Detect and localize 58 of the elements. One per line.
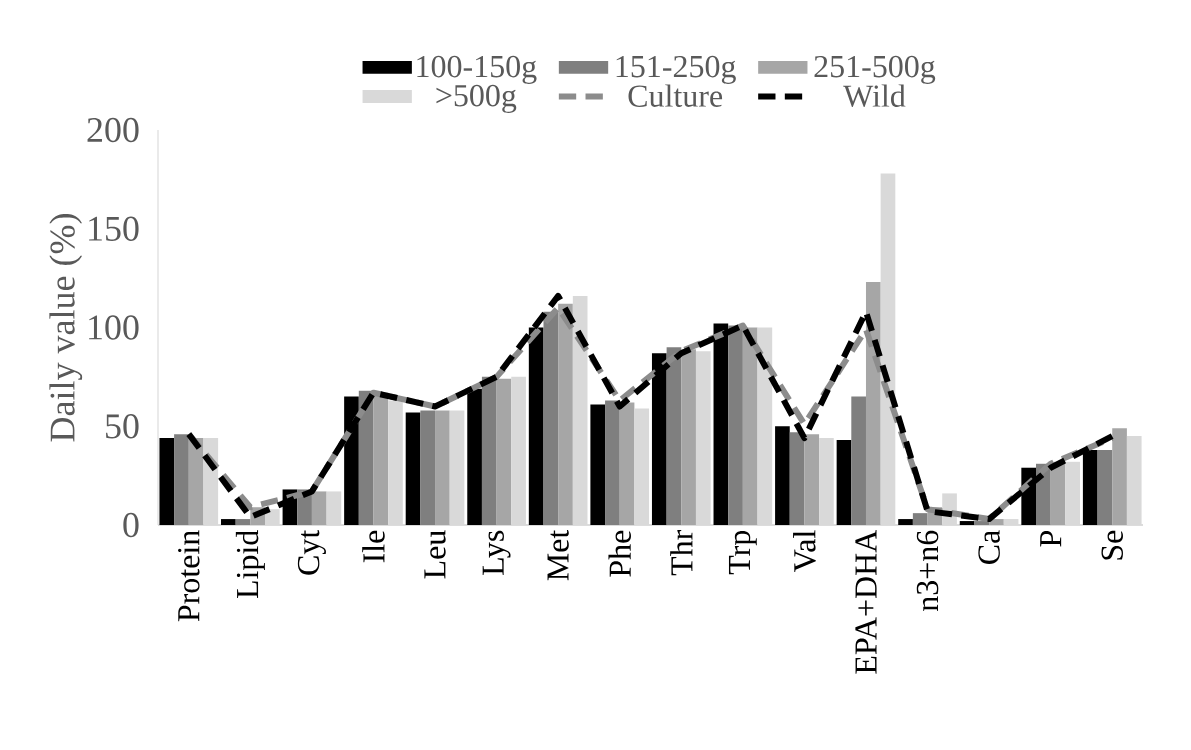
x-tick-label: Met (547, 529, 569, 581)
x-tick-label: EPA+DHA (855, 529, 877, 674)
bar (1112, 428, 1127, 525)
x-tick-label: Se (1101, 530, 1123, 560)
bar (1097, 449, 1113, 525)
x-tick-label: Ile (362, 530, 385, 563)
x-tick-label: P (1040, 530, 1062, 547)
legend-label: >500g (436, 84, 517, 114)
x-tick-label: Lipid (235, 530, 265, 599)
bar (590, 404, 606, 525)
bar (605, 400, 620, 525)
legend-label: 100-150g (417, 55, 537, 84)
bar (174, 434, 189, 525)
y-tick-label: 50 (106, 414, 139, 439)
bar (543, 311, 559, 525)
x-tick-label: Thr (670, 529, 693, 576)
x-tick-label: Protein (178, 530, 200, 622)
bar (481, 376, 497, 525)
x-tick-label: n3+n6 (916, 530, 939, 612)
bar (681, 349, 696, 525)
bar (898, 519, 913, 525)
bar (558, 303, 573, 525)
legend-label: Culture (628, 84, 723, 107)
bar (836, 440, 852, 525)
x-tick-label: Trp (728, 530, 757, 575)
y-tick-label: 0 (123, 512, 139, 538)
y-tick-label: 200 (87, 117, 139, 143)
bar (235, 519, 251, 525)
bar (619, 402, 635, 525)
bar (496, 378, 512, 525)
bar (666, 347, 682, 525)
bar (405, 412, 421, 525)
bar (435, 410, 450, 525)
x-tick-label: Lys (482, 530, 511, 576)
legend-label: 151-250g (616, 55, 736, 84)
bar (912, 513, 928, 525)
x-tick-label: Phe (608, 530, 631, 577)
bar (851, 396, 866, 525)
y-axis-title: Daily value (%) (49, 214, 83, 442)
bar (420, 410, 436, 525)
bar (742, 327, 758, 525)
bar (974, 521, 990, 525)
x-tick-label: Val (793, 530, 816, 573)
x-tick-label: Ca (978, 530, 1000, 564)
bar (789, 432, 805, 525)
legend-label: Wild (843, 84, 906, 108)
bar (775, 426, 790, 525)
x-tick-label: Cyt (297, 529, 326, 575)
legend-label: 251-500g (814, 55, 936, 84)
bar (221, 519, 236, 525)
bar (159, 438, 175, 525)
x-tick-label: Leu (424, 530, 446, 579)
bar (728, 325, 743, 525)
bar (311, 491, 327, 525)
bar (989, 519, 1004, 525)
y-tick-label: 100 (89, 315, 139, 340)
y-tick-label: 150 (89, 216, 139, 241)
bar (804, 434, 820, 525)
